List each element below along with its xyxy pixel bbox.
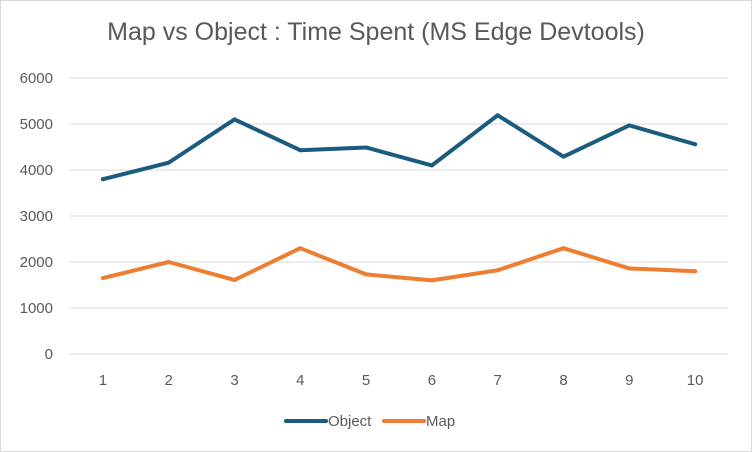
data-point-map	[232, 277, 237, 282]
x-tick-label: 8	[559, 372, 567, 389]
data-point-object	[100, 177, 105, 182]
series-line-object	[100, 113, 698, 182]
data-point-object	[364, 145, 369, 150]
series-line-map	[100, 246, 698, 283]
legend-label-map: Map	[426, 413, 455, 430]
x-tick-label: 6	[428, 372, 436, 389]
data-point-object	[298, 148, 303, 153]
y-tick-label: 1000	[20, 300, 53, 317]
x-tick-label: 9	[625, 372, 633, 389]
x-tick-label: 2	[165, 372, 173, 389]
data-point-object	[627, 123, 632, 128]
y-tick-label: 4000	[20, 162, 53, 179]
x-tick-label: 4	[296, 372, 304, 389]
y-tick-label: 6000	[20, 70, 53, 87]
data-point-map	[298, 246, 303, 251]
legend-label-object: Object	[328, 413, 372, 430]
data-point-object	[429, 163, 434, 168]
data-point-map	[166, 260, 171, 264]
y-tick-label: 3000	[20, 208, 53, 225]
chart-title: Map vs Object : Time Spent (MS Edge Devt…	[107, 18, 645, 46]
data-point-object	[693, 142, 698, 147]
legend: Object Map	[284, 413, 455, 430]
y-tick-label: 0	[45, 346, 53, 363]
x-tick-label: 5	[362, 372, 370, 389]
data-point-map	[364, 272, 369, 277]
y-tick-label: 2000	[20, 254, 53, 271]
x-tick-label: 1	[99, 372, 107, 389]
y-tick-label: 5000	[20, 116, 53, 133]
data-point-map	[100, 276, 105, 281]
data-point-map	[495, 268, 500, 273]
data-point-map	[429, 278, 434, 283]
x-tick-label: 10	[687, 372, 704, 389]
data-point-object	[495, 113, 500, 118]
data-point-object	[232, 117, 237, 122]
data-point-map	[693, 269, 698, 274]
x-tick-label: 3	[230, 372, 238, 389]
gridlines	[70, 77, 728, 355]
x-tick-label: 7	[494, 372, 502, 389]
y-axis-tick-labels: 0 1000 2000 3000 4000 5000 6000	[20, 70, 53, 363]
data-point-object	[561, 154, 566, 159]
data-point-map	[627, 266, 632, 271]
x-axis-tick-labels: 1 2 3 4 5 6 7 8 9 10	[99, 372, 704, 389]
data-point-object	[166, 160, 171, 165]
data-point-map	[561, 246, 566, 251]
series-lines	[100, 113, 698, 283]
